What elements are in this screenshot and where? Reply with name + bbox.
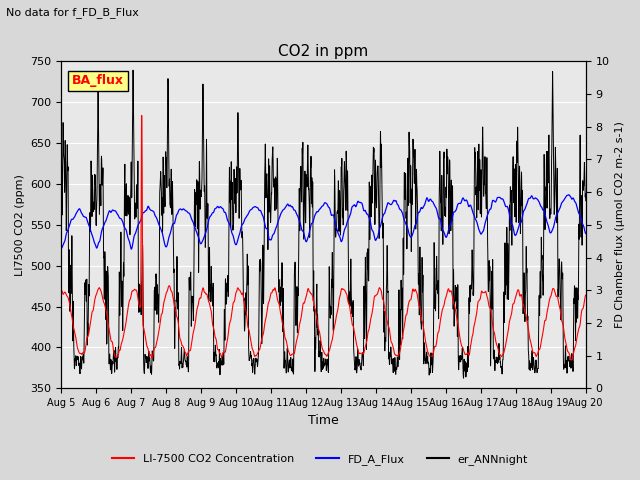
Legend: LI-7500 CO2 Concentration, FD_A_Flux, er_ANNnight: LI-7500 CO2 Concentration, FD_A_Flux, er…: [108, 450, 532, 469]
Text: BA_flux: BA_flux: [72, 74, 124, 87]
Y-axis label: LI7500 CO2 (ppm): LI7500 CO2 (ppm): [15, 174, 25, 276]
Y-axis label: FD Chamber flux (μmol CO2 m-2 s-1): FD Chamber flux (μmol CO2 m-2 s-1): [615, 121, 625, 328]
Title: CO2 in ppm: CO2 in ppm: [278, 44, 369, 59]
X-axis label: Time: Time: [308, 414, 339, 427]
Text: No data for f_FD_B_Flux: No data for f_FD_B_Flux: [6, 7, 140, 18]
